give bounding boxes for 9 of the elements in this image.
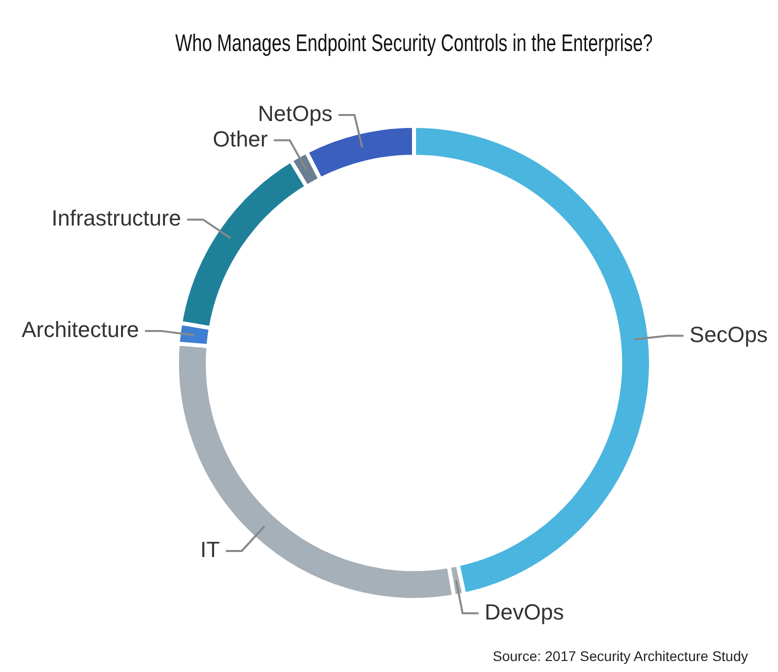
slice-label: SecOps xyxy=(690,322,768,347)
slice-label: DevOps xyxy=(484,599,564,624)
source-note: Source: 2017 Security Architecture Study xyxy=(492,648,748,664)
chart-title: Who Manages Endpoint Security Controls in the Enterprise? xyxy=(175,30,653,57)
slice-label: Architecture xyxy=(22,317,140,342)
slice-label: Other xyxy=(212,126,268,152)
slice-label: Infrastructure xyxy=(51,206,182,231)
slice-label: IT xyxy=(200,537,220,562)
slice-label: NetOps xyxy=(258,101,332,126)
